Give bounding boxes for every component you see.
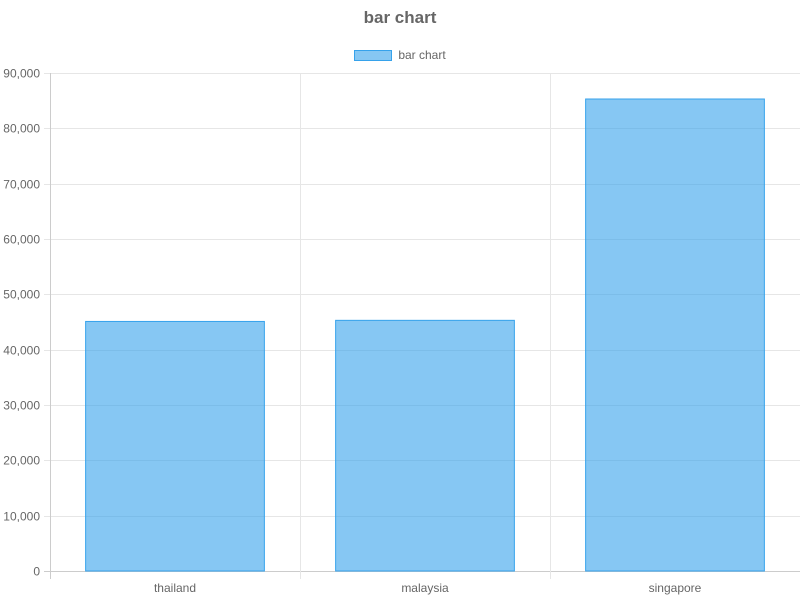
bars	[85, 98, 765, 572]
y-tick-label: 20,000	[3, 454, 40, 468]
chart-legend[interactable]: bar chart	[0, 48, 800, 62]
y-tick-label: 0	[33, 565, 40, 579]
x-tick-label: singapore	[649, 581, 702, 595]
y-tick-label: 40,000	[3, 344, 40, 358]
legend-swatch	[354, 49, 393, 61]
y-tick-label: 60,000	[3, 233, 40, 247]
bar-malaysia	[335, 319, 515, 572]
bar-thailand	[85, 320, 265, 572]
x-tick-label: thailand	[154, 581, 196, 595]
chart-title: bar chart	[363, 8, 437, 27]
y-tick-label: 90,000	[3, 67, 40, 81]
axes: 0 10,000 20,000 30,000 40,000 50,000 60,000 70,…	[3, 67, 701, 596]
x-tick-label: malaysia	[401, 581, 449, 595]
y-tick-label: 30,000	[3, 399, 40, 413]
y-tick-label: 80,000	[3, 122, 40, 136]
y-tick-label: 50,000	[3, 288, 40, 302]
bar-singapore	[585, 98, 765, 572]
legend-label: bar chart	[398, 48, 446, 62]
y-tick-label: 10,000	[3, 510, 40, 524]
y-tick-label: 70,000	[3, 178, 40, 192]
